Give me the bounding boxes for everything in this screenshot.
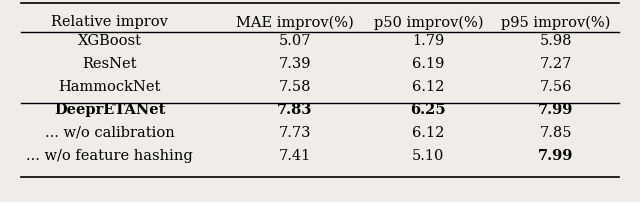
Text: 7.58: 7.58 [278, 80, 311, 94]
Text: 7.56: 7.56 [540, 80, 572, 94]
Text: Relative improv: Relative improv [51, 15, 168, 29]
Text: MAE improv(%): MAE improv(%) [236, 15, 353, 30]
Text: 5.10: 5.10 [412, 149, 445, 163]
Text: 7.85: 7.85 [540, 126, 572, 140]
Text: 7.39: 7.39 [278, 57, 311, 71]
Text: 7.99: 7.99 [538, 103, 573, 117]
Text: 5.07: 5.07 [278, 34, 311, 48]
Text: 7.41: 7.41 [278, 149, 310, 163]
Text: ... w/o calibration: ... w/o calibration [45, 126, 175, 140]
Text: 6.19: 6.19 [412, 57, 445, 71]
Text: XGBoost: XGBoost [77, 34, 141, 48]
Text: 6.12: 6.12 [412, 126, 445, 140]
Text: 5.98: 5.98 [540, 34, 572, 48]
Text: 7.99: 7.99 [538, 149, 573, 163]
Text: 6.12: 6.12 [412, 80, 445, 94]
Text: p50 improv(%): p50 improv(%) [374, 15, 483, 30]
Text: 1.79: 1.79 [412, 34, 444, 48]
Text: p95 improv(%): p95 improv(%) [501, 15, 611, 30]
Text: HammockNet: HammockNet [58, 80, 161, 94]
Text: ... w/o feature hashing: ... w/o feature hashing [26, 149, 193, 163]
Text: 7.83: 7.83 [277, 103, 312, 117]
Text: 6.25: 6.25 [410, 103, 446, 117]
Text: 7.27: 7.27 [540, 57, 572, 71]
Text: DeeprETANet: DeeprETANet [54, 103, 165, 117]
Text: 7.73: 7.73 [278, 126, 311, 140]
Text: ResNet: ResNet [83, 57, 137, 71]
